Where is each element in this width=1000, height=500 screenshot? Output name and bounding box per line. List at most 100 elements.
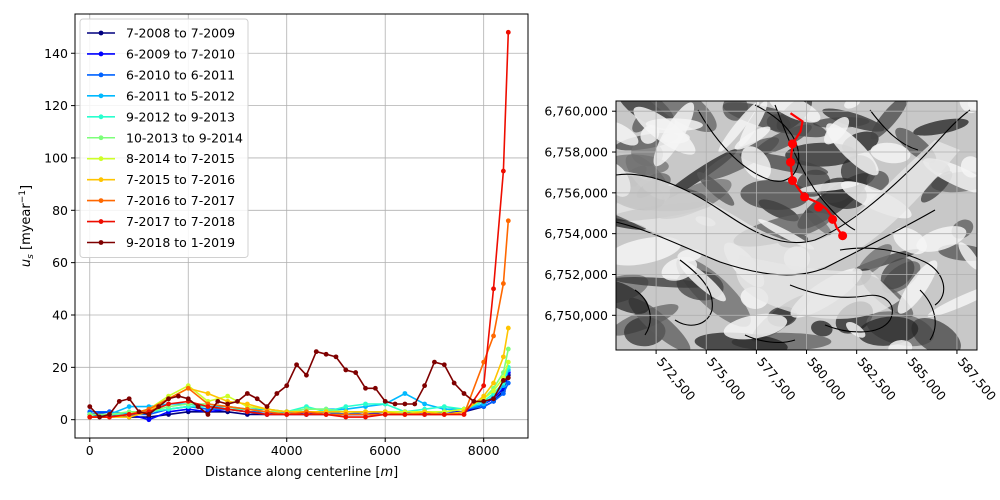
data-point: [481, 383, 487, 389]
terrain-highlight: [653, 102, 695, 167]
x-tick-label: 4000: [271, 443, 303, 458]
data-point: [481, 359, 487, 365]
data-point: [146, 417, 152, 423]
terrain-shadow: [858, 316, 919, 346]
data-point: [505, 325, 511, 331]
legend-label: 10-2013 to 9-2014: [126, 130, 243, 145]
terrain-highlight: [734, 126, 771, 150]
data-point: [422, 383, 427, 389]
glacier-outline: [744, 334, 796, 344]
data-point: [195, 404, 201, 409]
x-tick-label: 0: [86, 443, 94, 458]
legend-entry: 7-2016 to 7-2017: [87, 193, 235, 208]
terrain-highlight: [958, 242, 977, 270]
data-point: [185, 396, 191, 402]
terrain-shadow: [694, 332, 788, 350]
velocity-line-chart: 0 2000 4000 6000 8000 0 20 40 60 80 100 120 140 Dist…: [18, 13, 529, 480]
data-point: [87, 404, 93, 409]
data-point: [382, 398, 388, 404]
legend-label: 9-2018 to 1-2019: [126, 235, 235, 250]
xlabel-main: Distance along centerline [: [205, 465, 381, 480]
legend-marker: [98, 135, 104, 141]
chart1-y-axis-label: us [myear−1]: [18, 185, 36, 267]
data-point: [505, 346, 511, 352]
data-point: [205, 404, 211, 409]
data-point: [304, 412, 309, 417]
terrain-highlight: [723, 313, 788, 340]
data-point: [126, 396, 132, 402]
legend-entry: 6-2010 to 6-2011: [87, 67, 235, 82]
legend-marker: [98, 93, 104, 99]
chart1-legend: 7-2008 to 7-2009 6-2009 to 7-2010 6-2010 t…: [79, 18, 249, 258]
terrain-highlight: [616, 236, 682, 266]
map-glacier-outlines: [616, 104, 971, 344]
map-x-tick-label: 577,500: [754, 354, 799, 403]
glacier-outline: [869, 109, 919, 151]
data-point: [412, 401, 418, 407]
data-point: [146, 412, 152, 417]
data-point: [402, 401, 408, 407]
legend-label: 9-2012 to 9-2013: [126, 109, 235, 124]
terrain-shadow: [880, 257, 915, 290]
terrain-highlight: [677, 249, 702, 262]
data-point: [491, 388, 496, 394]
data-point: [481, 393, 487, 399]
data-point: [225, 393, 231, 399]
map-y-tick-label: 6,756,000: [544, 185, 608, 200]
data-point: [166, 396, 171, 402]
map-image: [616, 101, 977, 350]
data-point: [441, 362, 447, 368]
data-point: [333, 354, 339, 360]
data-point: [500, 378, 506, 383]
centerline-marker: [828, 214, 838, 224]
terrain-shadow: [811, 320, 833, 337]
data-point: [244, 409, 250, 415]
legend-entry: 6-2009 to 7-2010: [87, 46, 235, 61]
data-point: [461, 391, 467, 396]
map-x-tick-label: 580,000: [804, 354, 849, 403]
data-point: [215, 398, 221, 404]
centerline-marker: [814, 202, 824, 212]
legend-label: 7-2015 to 7-2016: [126, 172, 235, 187]
data-point: [500, 391, 506, 396]
series-11: [87, 349, 511, 420]
legend-marker: [98, 72, 104, 78]
map-hillshade-terrain: [616, 101, 977, 350]
legend-marker: [98, 240, 104, 245]
legend-marker: [98, 114, 104, 120]
chart1-series: [87, 29, 511, 423]
y-tick-label: 140: [44, 46, 68, 61]
glacier-outline: [616, 109, 971, 244]
data-point: [451, 380, 457, 386]
legend-entry: 7-2015 to 7-2016: [87, 172, 235, 187]
legend-entry: 9-2018 to 1-2019: [87, 235, 235, 250]
legend-entry: 9-2012 to 9-2013: [87, 109, 235, 124]
data-point: [363, 401, 368, 407]
data-point: [284, 412, 290, 417]
data-point: [107, 412, 112, 417]
data-point: [323, 412, 329, 417]
data-point: [244, 401, 250, 407]
data-point: [422, 401, 427, 407]
map-axes-frame: [615, 100, 978, 351]
terrain-highlight: [616, 121, 639, 146]
data-point: [505, 380, 511, 386]
data-point: [402, 391, 408, 396]
chart1-x-axis-label: Distance along centerline [m]: [205, 465, 398, 480]
data-point: [244, 391, 250, 396]
data-point: [235, 398, 240, 404]
map-x-tick-label: 575,000: [704, 354, 749, 403]
terrain-highlight: [870, 142, 911, 164]
map-grid: [616, 101, 977, 350]
legend-label: 6-2010 to 6-2011: [126, 67, 235, 82]
data-point: [461, 412, 467, 417]
data-point: [176, 393, 181, 399]
legend-marker: [98, 219, 104, 224]
data-point: [116, 398, 122, 404]
data-point: [491, 380, 496, 386]
data-point: [500, 168, 506, 174]
terrain-shadow: [616, 279, 649, 314]
map-x-tick-label: 587,500: [955, 354, 1000, 403]
centerline-marker: [785, 157, 795, 167]
data-point: [264, 404, 270, 409]
